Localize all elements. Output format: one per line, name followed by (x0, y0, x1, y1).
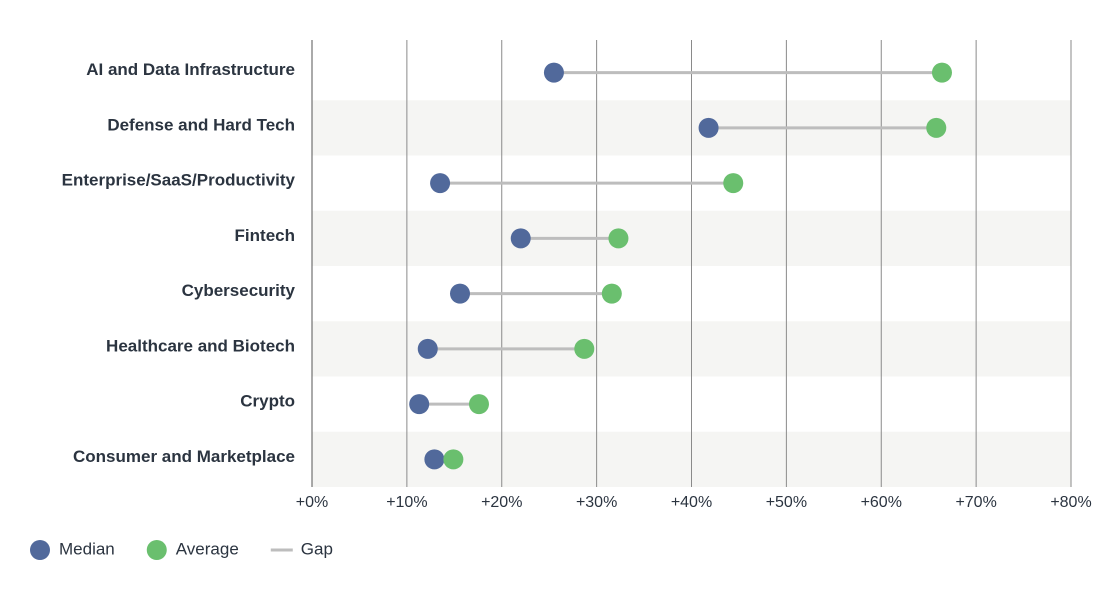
category-label: Enterprise/SaaS/Productivity (62, 171, 296, 190)
category-label: Consumer and Marketplace (73, 447, 295, 466)
dot (510, 228, 531, 249)
dot (931, 62, 952, 83)
dot (450, 283, 471, 304)
legend-label: Average (176, 539, 239, 558)
category-label: AI and Data Infrastructure (86, 60, 295, 79)
x-tick-label: +40% (671, 494, 712, 511)
legend-marker (146, 540, 167, 560)
x-tick-label: +10% (386, 494, 427, 511)
dot (723, 173, 744, 194)
legend-label: Gap (301, 539, 333, 558)
category-label: Fintech (235, 226, 295, 245)
x-tick-label: +50% (766, 494, 807, 511)
category-label: Healthcare and Biotech (106, 336, 295, 355)
dot (574, 338, 595, 359)
category-label: Cybersecurity (182, 281, 296, 300)
dot (926, 117, 947, 138)
category-label: Defense and Hard Tech (107, 115, 295, 134)
dot (698, 117, 719, 138)
dot (424, 449, 445, 470)
dot (443, 449, 464, 470)
category-label: Crypto (240, 392, 295, 411)
x-tick-label: +0% (296, 494, 328, 511)
legend-label: Median (59, 539, 115, 558)
x-tick-label: +30% (576, 494, 617, 511)
dot (608, 228, 629, 249)
x-tick-label: +70% (955, 494, 996, 511)
dot (468, 394, 489, 415)
legend-marker (30, 540, 50, 560)
dot (417, 338, 438, 359)
x-tick-label: +20% (481, 494, 522, 511)
dot (543, 62, 564, 83)
dot (601, 283, 622, 304)
x-tick-label: +60% (861, 494, 902, 511)
dot (409, 394, 430, 415)
dot (430, 173, 451, 194)
x-tick-label: +80% (1050, 494, 1091, 511)
